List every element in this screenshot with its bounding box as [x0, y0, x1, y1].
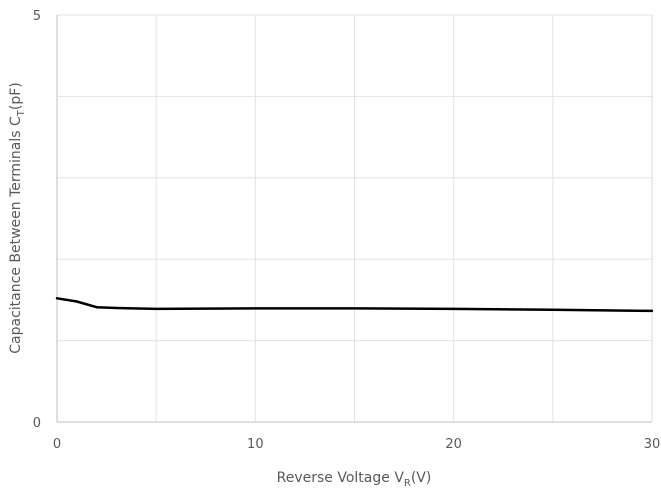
y-tick-label: 0	[33, 416, 41, 431]
y-tick-label: 5	[33, 9, 41, 24]
x-tick-label: 0	[53, 437, 61, 452]
tick-label-layer: 0 10 20 30 0 5	[33, 9, 661, 452]
x-tick-label: 30	[644, 437, 661, 452]
x-tick-label: 20	[445, 437, 462, 452]
grid-layer	[57, 15, 652, 422]
series-line	[55, 297, 654, 313]
x-tick-label: 10	[247, 437, 264, 452]
axis-layer	[56, 14, 653, 423]
x-axis-title: Reverse Voltage VR(V)	[277, 470, 432, 489]
y-axis-title: Capacitance Between Terminals CT(pF)	[8, 82, 27, 354]
series-layer	[55, 297, 654, 313]
